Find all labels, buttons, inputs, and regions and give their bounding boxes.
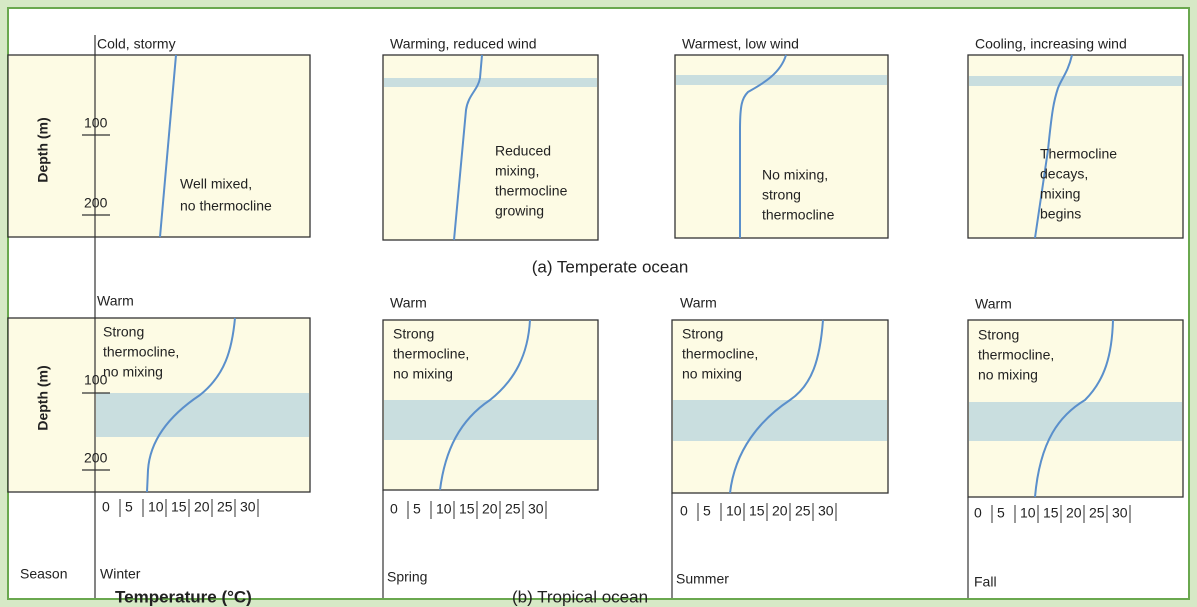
temperature-tick-label: 0: [680, 503, 688, 519]
temperature-curve: [1034, 54, 1073, 239]
profile-box: [674, 54, 889, 239]
panel-header: Warm: [975, 296, 1012, 312]
panel-label: thermocline,: [682, 346, 758, 362]
panel-header: Cooling, increasing wind: [975, 36, 1127, 52]
temperate-row: 100 200 Depth (m) Cold, stormy Warming, …: [7, 35, 1184, 290]
season-name: Winter: [100, 566, 141, 582]
thermocline-band: [96, 393, 309, 437]
panel-header: Warming, reduced wind: [390, 36, 537, 52]
depth-label: Depth (m): [35, 365, 51, 430]
temperature-tick-label: 10: [148, 499, 164, 515]
panel-label: strong: [762, 187, 801, 203]
thermocline-band: [969, 76, 1182, 86]
temperature-tick-label: 25: [505, 501, 521, 517]
season-name: Summer: [676, 571, 729, 587]
season-name: Spring: [387, 569, 427, 585]
temperature-tick-label: 10: [1020, 505, 1036, 521]
temperature-tick-label: 25: [217, 499, 233, 515]
temperature-tick-label: 20: [482, 501, 498, 517]
panel-label: Strong: [682, 326, 723, 342]
depth-label: Depth (m): [35, 117, 51, 182]
temperature-tick-label: 15: [749, 503, 765, 519]
temperature-curve: [453, 54, 483, 241]
panel-label: no mixing: [103, 364, 163, 380]
caption: (a) Temperate ocean: [532, 257, 689, 276]
temperature-tick-label: 20: [194, 499, 210, 515]
thermocline-band: [676, 75, 887, 85]
temperature-tick-label: 5: [413, 501, 421, 517]
temperature-tick-label: 30: [1112, 505, 1128, 521]
panel-label: Strong: [103, 324, 144, 340]
panel-label: no thermocline: [180, 198, 272, 214]
panel-label: mixing,: [495, 163, 539, 179]
season-name: Fall: [974, 574, 997, 590]
panel-label: No mixing,: [762, 167, 828, 183]
profile-box: [7, 54, 311, 238]
thermocline-band: [384, 78, 597, 87]
temperature-tick-label: 30: [240, 499, 256, 515]
temperature-curve: [729, 319, 824, 494]
temperature-tick-label: 20: [772, 503, 788, 519]
panel-label: begins: [1040, 206, 1081, 222]
panel-label: Reduced: [495, 143, 551, 159]
depth-tick-label: 100: [84, 372, 108, 388]
thermocline-band: [384, 400, 597, 440]
panel-label: no mixing: [682, 366, 742, 382]
panel-label: growing: [495, 203, 544, 219]
tropical-row: 100 200 Depth (m) Warm Warm Warm Warm St…: [7, 290, 1184, 606]
temperature-tick-label: 15: [1043, 505, 1059, 521]
panel-label: thermocline,: [103, 344, 179, 360]
temperature-tick-label: 5: [997, 505, 1005, 521]
panel-header: Warm: [97, 293, 134, 309]
panel-label: no mixing: [978, 367, 1038, 383]
panel-label: Strong: [978, 327, 1019, 343]
temperature-tick-label: 0: [974, 505, 982, 521]
panel-label: thermocline: [495, 183, 568, 199]
temperature-tick-label: 5: [125, 499, 133, 515]
temperature-tick-label: 25: [795, 503, 811, 519]
panel-label: Well mixed,: [180, 176, 252, 192]
caption: (b) Tropical ocean: [512, 587, 648, 606]
panel-label: thermocline,: [393, 346, 469, 362]
temperature-tick-label: 10: [726, 503, 742, 519]
depth-tick-label: 100: [84, 115, 108, 131]
panel-header: Cold, stormy: [97, 36, 176, 52]
panel-label: Strong: [393, 326, 434, 342]
temperature-curve: [739, 54, 787, 238]
panel-header: Warm: [390, 295, 427, 311]
panel-label: mixing: [1040, 186, 1080, 202]
temperature-tick-label: 30: [528, 501, 544, 517]
temperature-tick-label: 30: [818, 503, 834, 519]
season-label: Season: [20, 566, 67, 582]
panel-label: no mixing: [393, 366, 453, 382]
temperature-tick-label: 25: [1089, 505, 1105, 521]
temperature-curve: [439, 319, 531, 491]
panel-header: Warm: [680, 295, 717, 311]
depth-tick-label: 200: [84, 195, 108, 211]
panel-label: decays,: [1040, 166, 1088, 182]
panel-label: thermocline,: [978, 347, 1054, 363]
temperature-tick-label: 5: [703, 503, 711, 519]
panel-header: Warmest, low wind: [682, 36, 799, 52]
temperature-tick-label: 0: [102, 499, 110, 515]
temperature-curve: [146, 317, 236, 493]
temperature-label: Temperature (°C): [115, 587, 252, 606]
temperature-tick-label: 0: [390, 501, 398, 517]
depth-tick-label: 200: [84, 450, 108, 466]
panel-label: Thermocline: [1040, 146, 1117, 162]
temperature-tick-label: 20: [1066, 505, 1082, 521]
temperature-tick-label: 15: [171, 499, 187, 515]
temperature-tick-label: 15: [459, 501, 475, 517]
temperature-curve: [159, 54, 177, 238]
panel-label: thermocline: [762, 207, 835, 223]
thermocline-band: [969, 402, 1182, 441]
temperature-curve: [1034, 319, 1114, 498]
temperature-tick-label: 10: [436, 501, 452, 517]
